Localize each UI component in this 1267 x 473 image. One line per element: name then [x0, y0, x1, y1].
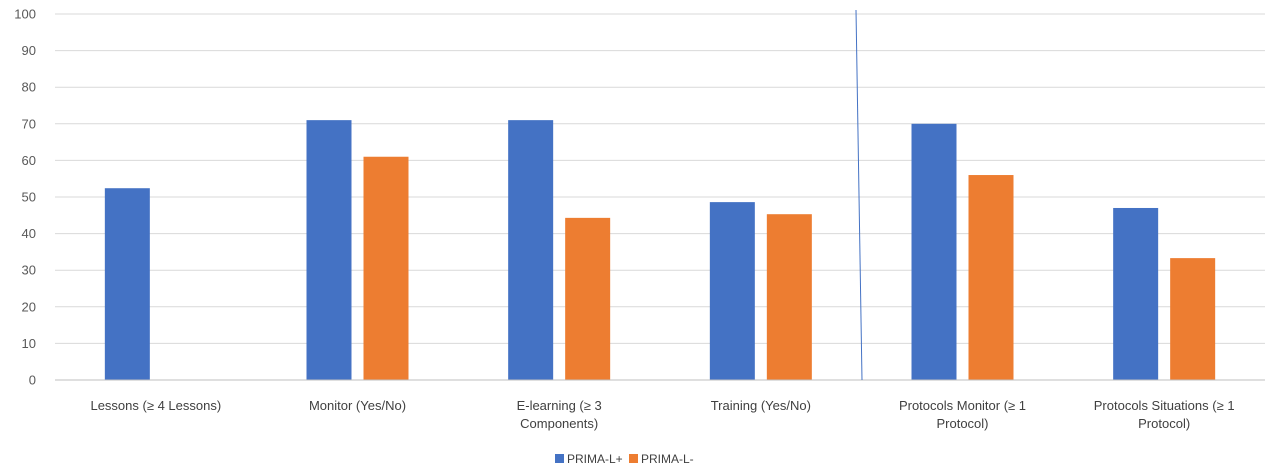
bar-prima-l-minus — [766, 214, 812, 380]
x-category-label: Lessons (≥ 4 Lessons) — [90, 398, 221, 413]
y-tick-label: 0 — [29, 373, 36, 388]
legend-swatch — [629, 454, 638, 463]
y-tick-label: 80 — [22, 80, 36, 95]
y-tick-label: 30 — [22, 263, 36, 278]
separator-line — [855, 9, 863, 381]
bar-prima-l-plus — [508, 120, 554, 380]
bar-prima-l-plus — [911, 123, 957, 381]
bar-prima-l-minus — [968, 175, 1014, 380]
y-tick-label: 60 — [22, 153, 36, 168]
bar-prima-l-minus — [565, 217, 611, 380]
x-category-label: Protocols Situations (≥ 1 — [1094, 398, 1235, 413]
x-category-label: Components) — [520, 416, 598, 431]
bars — [104, 120, 1216, 381]
legend-swatch — [555, 454, 564, 463]
bar-prima-l-plus — [104, 188, 150, 380]
legend-label: PRIMA-L+ — [567, 452, 623, 466]
y-tick-label: 100 — [14, 7, 36, 22]
bar-prima-l-plus — [1113, 207, 1159, 380]
x-category-label: Monitor (Yes/No) — [309, 398, 406, 413]
gridlines — [55, 13, 1265, 344]
y-tick-label: 50 — [22, 190, 36, 205]
y-tick-label: 70 — [22, 116, 36, 131]
y-tick-label: 10 — [22, 336, 36, 351]
bar-prima-l-plus — [306, 120, 352, 380]
bar-prima-l-plus — [709, 202, 755, 380]
x-category-label: Protocol) — [1138, 416, 1190, 431]
y-tick-label: 20 — [22, 299, 36, 314]
y-axis-ticks: 0 10 20 30 40 50 60 70 80 90 100 — [14, 7, 36, 388]
legend: PRIMA-L+ PRIMA-L- — [555, 452, 694, 466]
bar-prima-l-minus — [1170, 258, 1216, 380]
bar-prima-l-minus — [363, 156, 409, 380]
y-tick-label: 90 — [22, 43, 36, 58]
legend-label: PRIMA-L- — [641, 452, 694, 466]
x-category-label: Protocols Monitor (≥ 1 — [899, 398, 1026, 413]
y-tick-label: 40 — [22, 226, 36, 241]
x-category-label: Protocol) — [936, 416, 988, 431]
x-axis-category-labels: Lessons (≥ 4 Lessons) Monitor (Yes/No) E-l… — [90, 398, 1234, 431]
x-category-label: Training (Yes/No) — [711, 398, 811, 413]
group-separator — [855, 9, 863, 381]
x-category-label: E-learning (≥ 3 — [517, 398, 602, 413]
